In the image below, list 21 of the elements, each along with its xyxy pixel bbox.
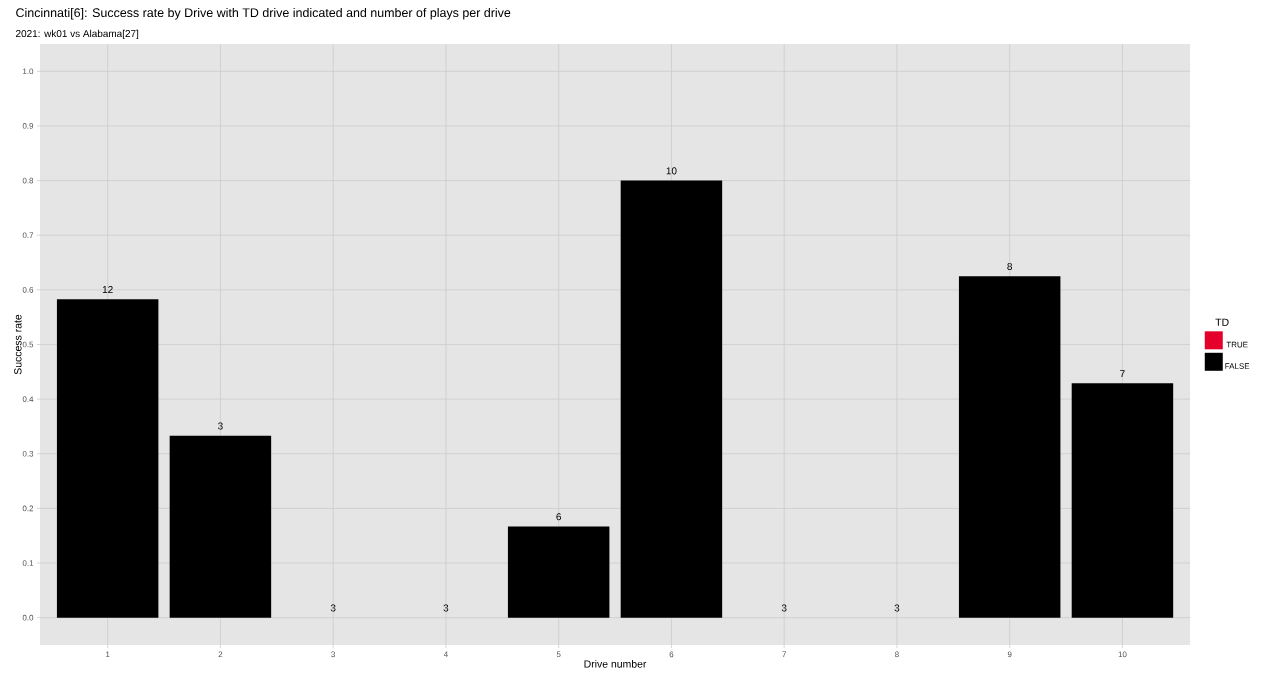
annotation: 8 [1007,262,1013,270]
annotation: 7 [1120,370,1125,378]
annotation: 3 [330,604,336,612]
bar [958,276,1061,618]
y-axis-title: Success rate [14,314,22,375]
annotation: 3 [218,422,223,430]
x-axis-title: Drive number [584,659,647,668]
chart-title: Cincinnati[6]: Success rate by Drive with TD drive indicated and number of plays per drive [16,7,511,20]
bar [169,435,272,618]
annotation: 3 [781,604,787,612]
annotation: 3 [894,604,900,612]
annotation: 12 [102,285,113,293]
bar [56,299,159,618]
bar [1071,383,1174,618]
legend-title: TD [1215,318,1229,326]
annotation: 10 [666,167,677,175]
bar [620,180,723,618]
bar [507,526,610,618]
annotation: 6 [556,513,562,521]
chart-subtitle: 2021: wk01 vs Alabama[27] [16,29,139,40]
annotation: 3 [443,604,449,612]
